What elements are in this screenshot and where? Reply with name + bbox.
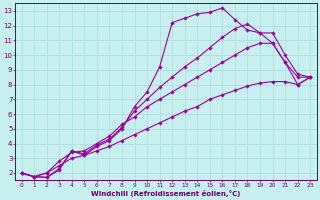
X-axis label: Windchill (Refroidissement éolien,°C): Windchill (Refroidissement éolien,°C) [91, 190, 241, 197]
